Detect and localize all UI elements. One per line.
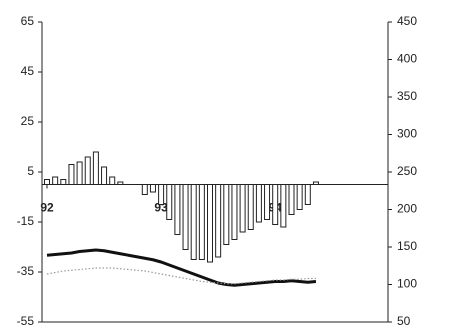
y2-tick-label: 450 [397, 14, 417, 28]
y2-tick-label: 100 [397, 277, 417, 291]
bar [109, 176, 116, 185]
bar [272, 184, 279, 225]
y-tick-label: 25 [21, 114, 35, 128]
bar [166, 184, 173, 220]
bar [84, 156, 91, 185]
line [46, 248, 317, 287]
bar [239, 184, 246, 233]
bar [247, 184, 254, 230]
x-tick-label: 93 [154, 201, 168, 215]
bar [68, 164, 75, 185]
bar [231, 184, 238, 240]
bar [76, 161, 83, 185]
bar [223, 184, 230, 245]
y-tick-label: 5 [27, 164, 34, 178]
y-tick-label: -15 [17, 214, 35, 228]
bar [207, 184, 213, 263]
bar [312, 181, 319, 185]
bar [101, 166, 108, 185]
bar [60, 179, 67, 185]
bar [215, 184, 222, 258]
y-tick-label: 45 [21, 64, 35, 78]
bar [182, 184, 189, 250]
bar [288, 184, 295, 215]
y2-tick-label: 350 [397, 89, 417, 103]
bar [190, 184, 197, 260]
bar [264, 184, 271, 220]
y2-tick-label: 50 [397, 314, 411, 325]
bar [149, 184, 156, 193]
x-tick-label: 92 [40, 201, 54, 215]
bar [174, 184, 181, 235]
y2-tick-label: 200 [397, 202, 417, 216]
y2-tick-label: 300 [397, 127, 417, 141]
bar [52, 176, 59, 185]
y2-tick-label: 250 [397, 164, 417, 178]
bar [304, 184, 311, 205]
y2-tick-label: 150 [397, 239, 417, 253]
y-tick-label: -55 [17, 314, 35, 325]
bar [92, 151, 99, 185]
bar [117, 181, 124, 185]
bar [255, 184, 262, 223]
bar [158, 184, 165, 205]
bar [198, 184, 205, 260]
y-tick-label: 65 [21, 14, 35, 28]
y-tick-label: -35 [17, 264, 35, 278]
y2-tick-label: 400 [397, 52, 417, 66]
bar [280, 184, 287, 228]
bar [296, 184, 303, 210]
bar [44, 179, 50, 185]
bar [141, 184, 148, 195]
